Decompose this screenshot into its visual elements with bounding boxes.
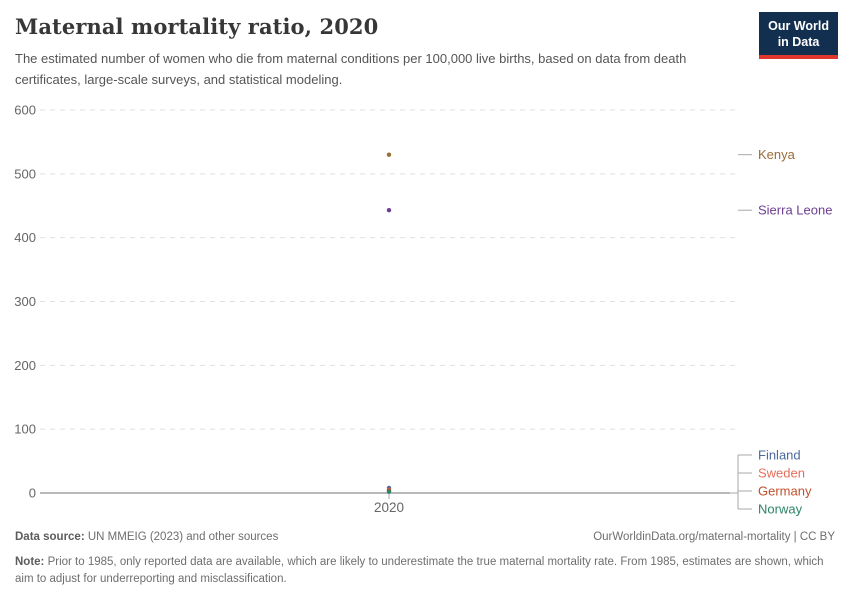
entity-label-germany[interactable]: Germany	[758, 484, 812, 499]
entity-label-sierra-leone[interactable]: Sierra Leone	[758, 203, 832, 218]
entity-label-kenya[interactable]: Kenya	[758, 147, 796, 162]
y-tick-label-400: 400	[14, 230, 36, 245]
entity-label-finland[interactable]: Finland	[758, 448, 801, 463]
y-tick-label-600: 600	[14, 103, 36, 118]
data-point-kenya[interactable]	[386, 152, 392, 157]
data-source-label: Data source:	[15, 531, 85, 543]
chart-note: Note: Prior to 1985, only reported data …	[15, 554, 835, 589]
data-source: Data source: UN MMEIG (2023) and other s…	[15, 531, 278, 543]
note-text: Prior to 1985, only reported data are av…	[15, 556, 824, 586]
y-tick-label-200: 200	[14, 358, 36, 373]
y-tick-label-300: 300	[14, 294, 36, 309]
owid-url-link[interactable]: OurWorldinData.org/maternal-mortality | …	[593, 531, 835, 543]
data-source-text: UN MMEIG (2023) and other sources	[84, 531, 279, 543]
data-point-sierra-leone[interactable]	[386, 208, 392, 213]
x-tick-label: 2020	[374, 500, 404, 515]
y-tick-label-500: 500	[14, 166, 36, 181]
owid-logo[interactable]: Our World in Data	[759, 12, 838, 60]
owid-logo-line1: Our World	[768, 19, 829, 33]
chart-footer: Data source: UN MMEIG (2023) and other s…	[15, 531, 835, 589]
chart-subtitle: The estimated number of women who die fr…	[15, 51, 687, 87]
entity-label-sweden[interactable]: Sweden	[758, 466, 805, 481]
y-tick-label-100: 100	[14, 422, 36, 437]
data-point-norway[interactable]	[386, 489, 392, 494]
chart-header: Maternal mortality ratio, 2020 The estim…	[15, 14, 750, 91]
entity-label-norway[interactable]: Norway	[758, 502, 803, 517]
y-tick-label-0: 0	[29, 486, 36, 501]
owid-logo-line2: in Data	[777, 34, 820, 49]
note-label: Note:	[15, 556, 45, 568]
chart-plot-area: 0 100 200 300 400 500 600 2020 Kenya Sierra Leone…	[14, 103, 832, 517]
source-row: Data source: UN MMEIG (2023) and other s…	[15, 531, 835, 543]
page-title: Maternal mortality ratio, 2020	[15, 14, 379, 39]
